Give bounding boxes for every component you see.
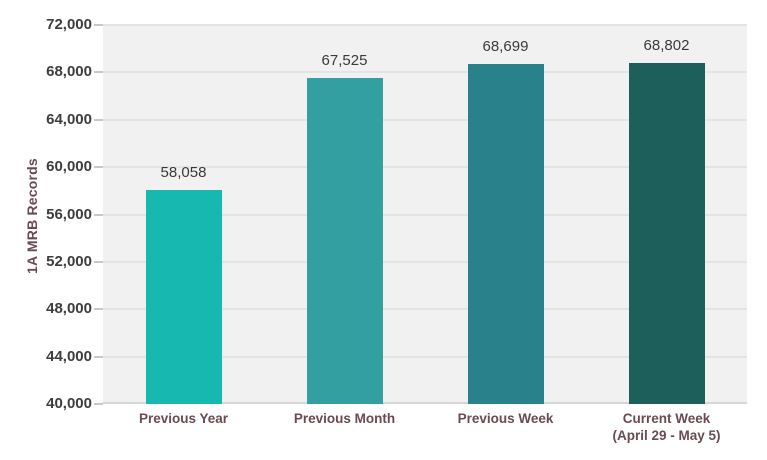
y-tick-label: 68,000 xyxy=(46,63,92,81)
gridline xyxy=(103,71,747,74)
y-tick-label: 48,000 xyxy=(46,300,92,318)
y-tick-mark xyxy=(94,213,103,216)
gridline xyxy=(103,166,747,169)
bar-value-label: 58,058 xyxy=(160,164,207,182)
x-category-label-previous-year: Previous Year xyxy=(138,411,229,426)
gridline xyxy=(103,118,747,121)
y-tick-mark xyxy=(94,166,103,169)
gridline xyxy=(103,355,747,358)
bar-previous-year[interactable] xyxy=(145,190,222,404)
x-category-label-current-week: Current Week (April 29 - May 5) xyxy=(579,410,755,444)
y-tick-mark xyxy=(94,308,103,311)
y-tick-label: 52,000 xyxy=(46,252,92,270)
y-tick-mark xyxy=(94,260,103,263)
x-category-sublabel: (April 29 - May 5) xyxy=(612,428,721,443)
bar-value-label: 68,699 xyxy=(482,38,529,56)
y-tick-mark xyxy=(94,118,103,121)
y-tick-mark xyxy=(94,71,103,74)
gridline xyxy=(103,24,747,26)
y-tick-label: 72,000 xyxy=(46,16,92,33)
y-tick-mark xyxy=(94,24,103,26)
y-tick-label: 44,000 xyxy=(46,347,92,365)
bar-value-label: 68,802 xyxy=(643,36,690,54)
bar-previous-week[interactable] xyxy=(467,64,544,404)
bar-previous-month[interactable] xyxy=(306,78,383,404)
gridline xyxy=(103,308,747,311)
y-tick-label: 60,000 xyxy=(46,158,92,176)
bar-current-week[interactable] xyxy=(628,62,705,404)
y-tick-label: 64,000 xyxy=(46,110,92,128)
x-category-label-previous-month: Previous Month xyxy=(293,411,396,426)
gridline xyxy=(103,213,747,216)
x-category-label-previous-week: Previous Week xyxy=(457,411,554,426)
bar-value-label: 67,525 xyxy=(321,52,368,69)
gridline xyxy=(103,260,747,263)
y-tick-label: 40,000 xyxy=(46,395,92,412)
y-tick-mark xyxy=(94,403,103,405)
y-tick-label: 56,000 xyxy=(46,205,92,223)
y-tick-mark xyxy=(94,355,103,358)
